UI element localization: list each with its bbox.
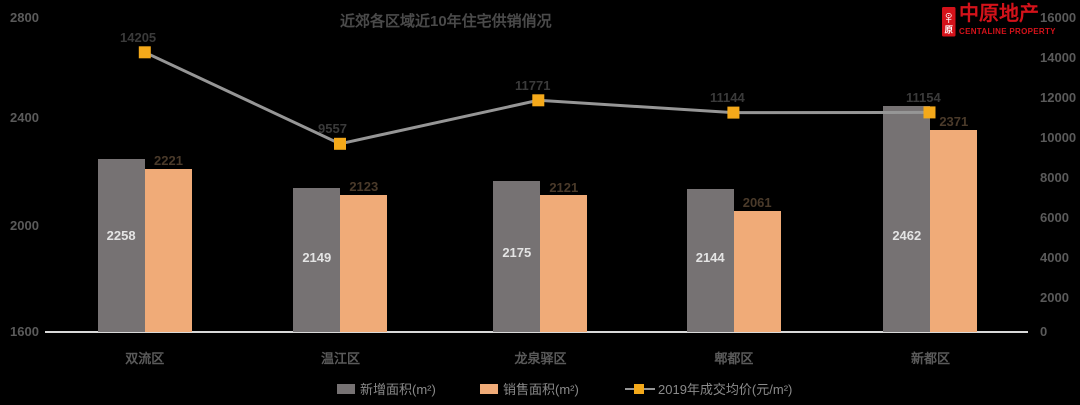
svg-text:原: 原 [944,25,953,35]
